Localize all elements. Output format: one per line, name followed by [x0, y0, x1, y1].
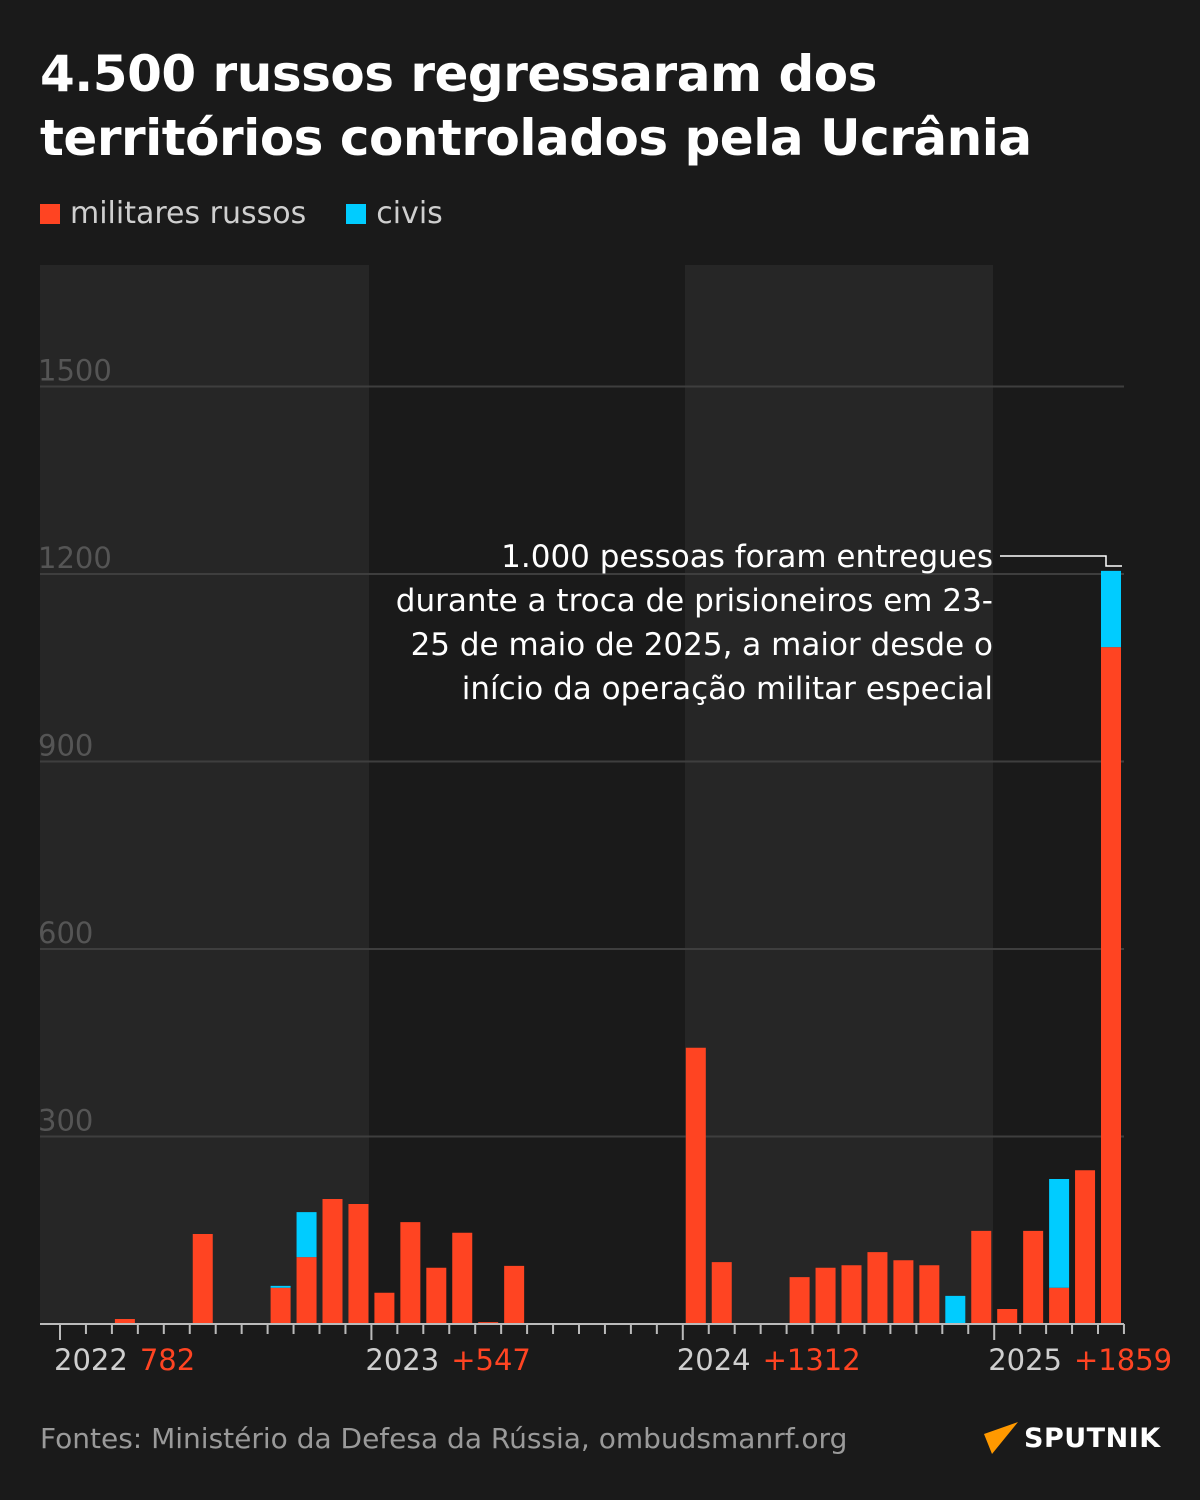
bar-militares-2024-12 [971, 1230, 992, 1324]
y-tick-label: 300 [38, 1104, 93, 1138]
bar-militares-2024-05 [789, 1277, 810, 1324]
bar-militares-2023-06 [504, 1265, 525, 1324]
bar-militares-2023-02 [400, 1222, 421, 1324]
legend-label-militares: militares russos [70, 196, 307, 231]
bar-militares-2022-06 [192, 1234, 213, 1324]
year-total: +1859 [1074, 1343, 1172, 1377]
bar-militares-2023-03 [426, 1267, 447, 1324]
year-label: 2024 [677, 1343, 751, 1377]
chart-title: 4.500 russos regressaram dos territórios… [40, 45, 1032, 167]
bar-civis-2024-11 [945, 1295, 966, 1324]
annotation-leader-line [1000, 555, 1122, 567]
bar-militares-2025-04 [1075, 1170, 1096, 1324]
y-tick-label: 600 [38, 916, 93, 950]
bar-militares-2025-02 [1023, 1230, 1044, 1324]
bar-militares-2022-12 [348, 1204, 369, 1324]
bar-militares-2024-01 [685, 1047, 706, 1324]
bar-militares-2024-07 [841, 1265, 862, 1324]
y-tick-label: 900 [38, 729, 93, 763]
bar-militares-2024-09 [893, 1260, 914, 1324]
bar-militares-2022-10 [296, 1257, 317, 1324]
bar-militares-2023-04 [452, 1232, 473, 1324]
sputnik-arrow-icon [984, 1422, 1018, 1454]
year-band-2022 [40, 265, 369, 1324]
bar-militares-2024-08 [867, 1252, 888, 1324]
bar-militares-2023-01 [374, 1292, 395, 1324]
bar-militares-2025-03 [1049, 1287, 1070, 1324]
year-label: 2025 [988, 1343, 1062, 1377]
source-note: Fontes: Ministério da Defesa da Rússia, … [40, 1422, 848, 1455]
annotation: 1.000 pessoas foram entregues durante a … [395, 539, 993, 707]
year-label-2025: 2025 +1859 [988, 1343, 1172, 1377]
sputnik-logo: SPUTNIK [982, 1420, 1161, 1456]
year-total: 782 [140, 1343, 195, 1377]
year-label-2024: 2024 +1312 [677, 1343, 861, 1377]
legend-label-civis: civis [376, 196, 443, 231]
bar-civis-2025-05 [1101, 570, 1121, 648]
year-label-2022: 2022 782 [54, 1343, 195, 1377]
legend-item-militares: militares russos [40, 196, 306, 231]
legend-swatch-militares [40, 203, 60, 224]
bar-civis-2022-10 [296, 1212, 317, 1258]
legend: militares russos civis [40, 196, 443, 231]
bar-militares-2025-01 [997, 1309, 1018, 1324]
bar-civis-2022-09 [270, 1285, 291, 1288]
year-band-2024 [685, 265, 993, 1324]
logo-text: SPUTNIK [1024, 1422, 1161, 1454]
year-label: 2023 [365, 1343, 439, 1377]
year-label: 2022 [54, 1343, 128, 1377]
year-total: +547 [451, 1343, 531, 1377]
bar-militares-2024-02 [711, 1262, 732, 1324]
bar-civis-2025-03 [1049, 1179, 1070, 1288]
y-tick-label: 1200 [38, 541, 112, 575]
bar-militares-2022-09 [270, 1287, 291, 1324]
legend-swatch-civis [346, 203, 367, 224]
year-label-2023: 2023 +547 [365, 1343, 530, 1377]
y-tick-label: 1500 [38, 354, 112, 388]
bar-militares-2022-03 [114, 1319, 135, 1324]
bar-militares-2024-06 [815, 1267, 836, 1324]
year-total: +1312 [763, 1343, 861, 1377]
bar-militares-2025-05 [1101, 647, 1121, 1324]
bar-militares-2022-11 [322, 1199, 343, 1324]
legend-item-civis: civis [346, 196, 443, 231]
bar-militares-2024-10 [919, 1265, 940, 1324]
